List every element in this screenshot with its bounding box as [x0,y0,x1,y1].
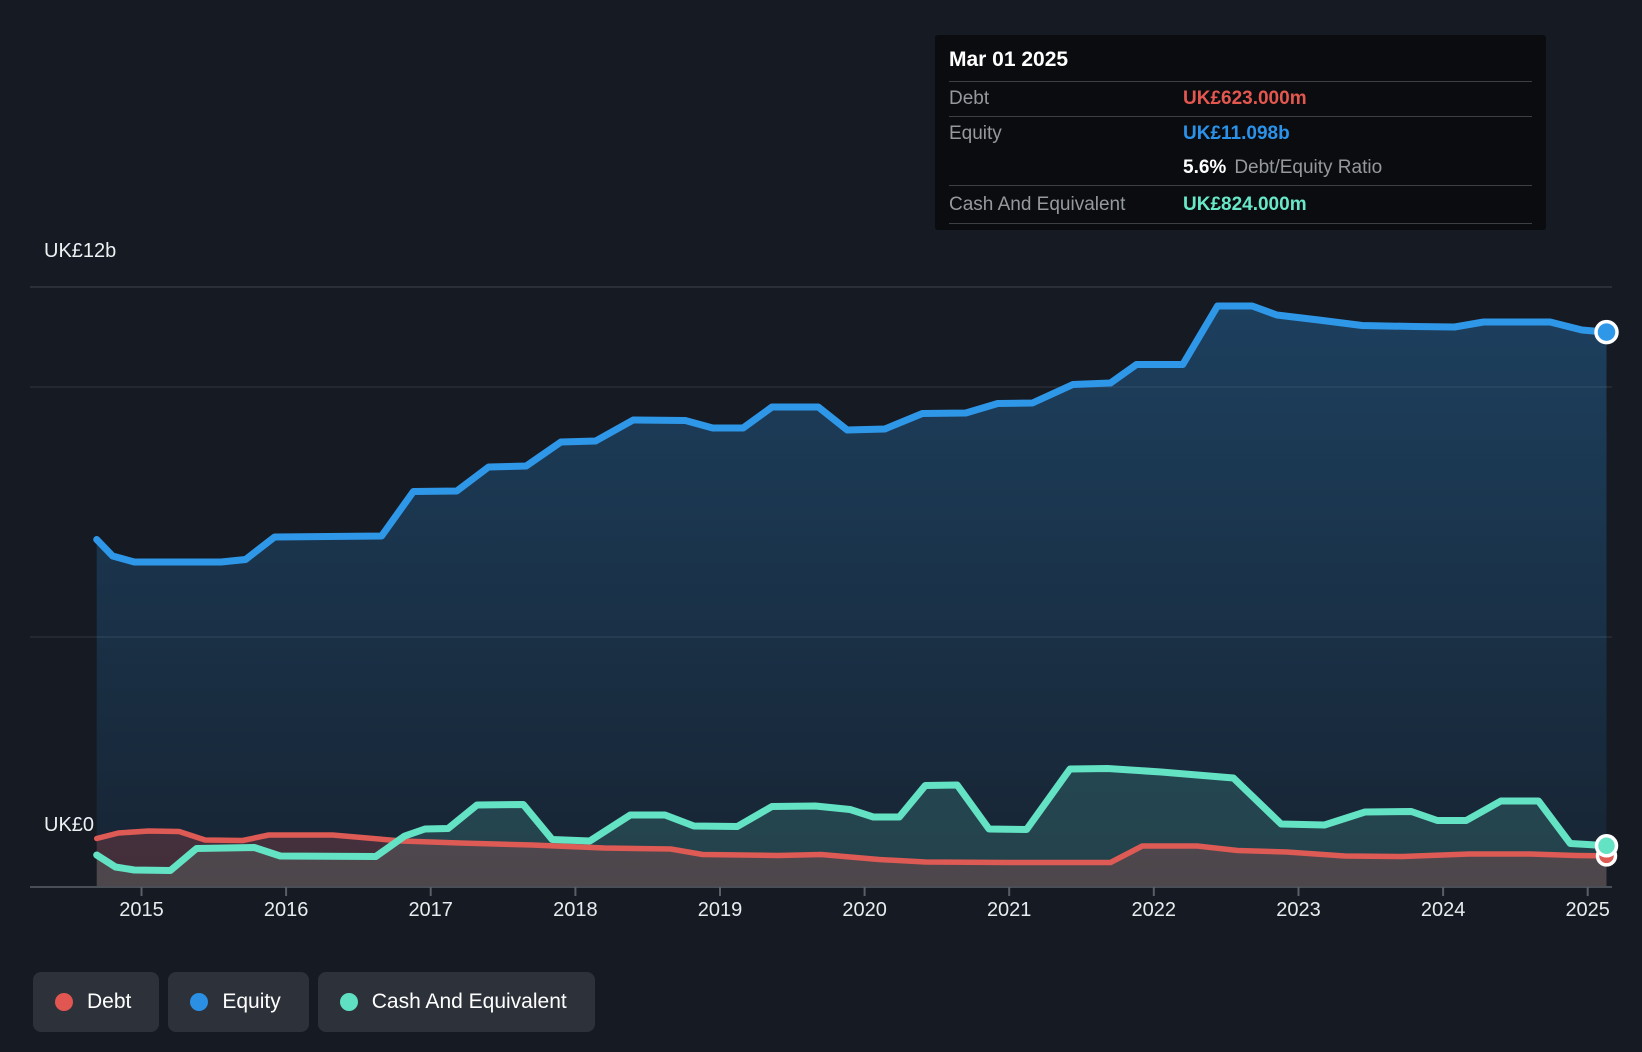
debt-line [93,828,1610,866]
x-ticks [140,887,1589,896]
x-axis-label-2021: 2021 [986,899,1032,921]
equity-area [96,306,1607,887]
x-axis-label-2022: 2022 [1131,899,1177,921]
x-axis-label-2019: 2019 [697,899,743,921]
tooltip-row-ratio: 5.6% Debt/Equity Ratio [949,151,1532,185]
x-axis-label-2023: 2023 [1276,899,1321,921]
legend-item-equity[interactable]: Equity [168,972,309,1032]
equity-line [93,302,1610,566]
x-axis-label-2018: 2018 [553,899,598,921]
y-axis-max-label: UK£12b [44,240,117,262]
tooltip-cash-value: UK£824.000m [1183,193,1307,215]
cash-series-dot-icon [339,993,358,1011]
legend-item-cash[interactable]: Cash And Equivalent [317,972,595,1032]
debt-series-dot-icon [55,993,73,1011]
tooltip-debt-value: UK£623.000m [1183,88,1307,109]
x-axis-label-2016: 2016 [263,899,309,921]
cash-line [93,765,1610,874]
cash-end-marker[interactable] [1594,834,1619,858]
equity-series-dot-icon [190,993,209,1011]
legend-equity-label: Equity [222,990,281,1013]
tooltip-row-debt: Debt UK£623.000m [949,81,1532,116]
legend-cash-label: Cash And Equivalent [371,990,567,1013]
chart-legend: Debt Equity Cash And Equivalent [33,972,595,1032]
x-axis-label-2025: 2025 [1565,899,1610,921]
cash-area [96,768,1607,887]
legend-debt-label: Debt [87,990,132,1013]
legend-item-debt[interactable]: Debt [33,972,160,1032]
tooltip-cash-label: Cash And Equivalent [949,193,1126,215]
tooltip-ratio-label: Debt/Equity Ratio [1234,157,1383,178]
x-axis-label-2015: 2015 [119,899,164,921]
x-axis-label-2020: 2020 [842,899,887,921]
tooltip-date: Mar 01 2025 [949,48,1069,71]
x-axis-label-2024: 2024 [1420,899,1466,921]
equity-end-marker[interactable] [1594,319,1619,345]
y-axis-zero-label: UK£0 [44,814,95,836]
tooltip-row-cash: Cash And Equivalent UK£824.000m [949,185,1532,224]
chart-tooltip: Mar 01 2025 Debt UK£623.000m Equity UK£1… [935,35,1546,230]
tooltip-debt-label: Debt [949,88,990,109]
tooltip-row-equity: Equity UK£11.098b [949,116,1532,151]
tooltip-equity-label: Equity [949,123,1002,144]
x-axis-label-2017: 2017 [408,899,453,921]
tooltip-ratio-value: 5.6% [1183,157,1227,178]
tooltip-equity-value: UK£11.098b [1183,123,1290,144]
